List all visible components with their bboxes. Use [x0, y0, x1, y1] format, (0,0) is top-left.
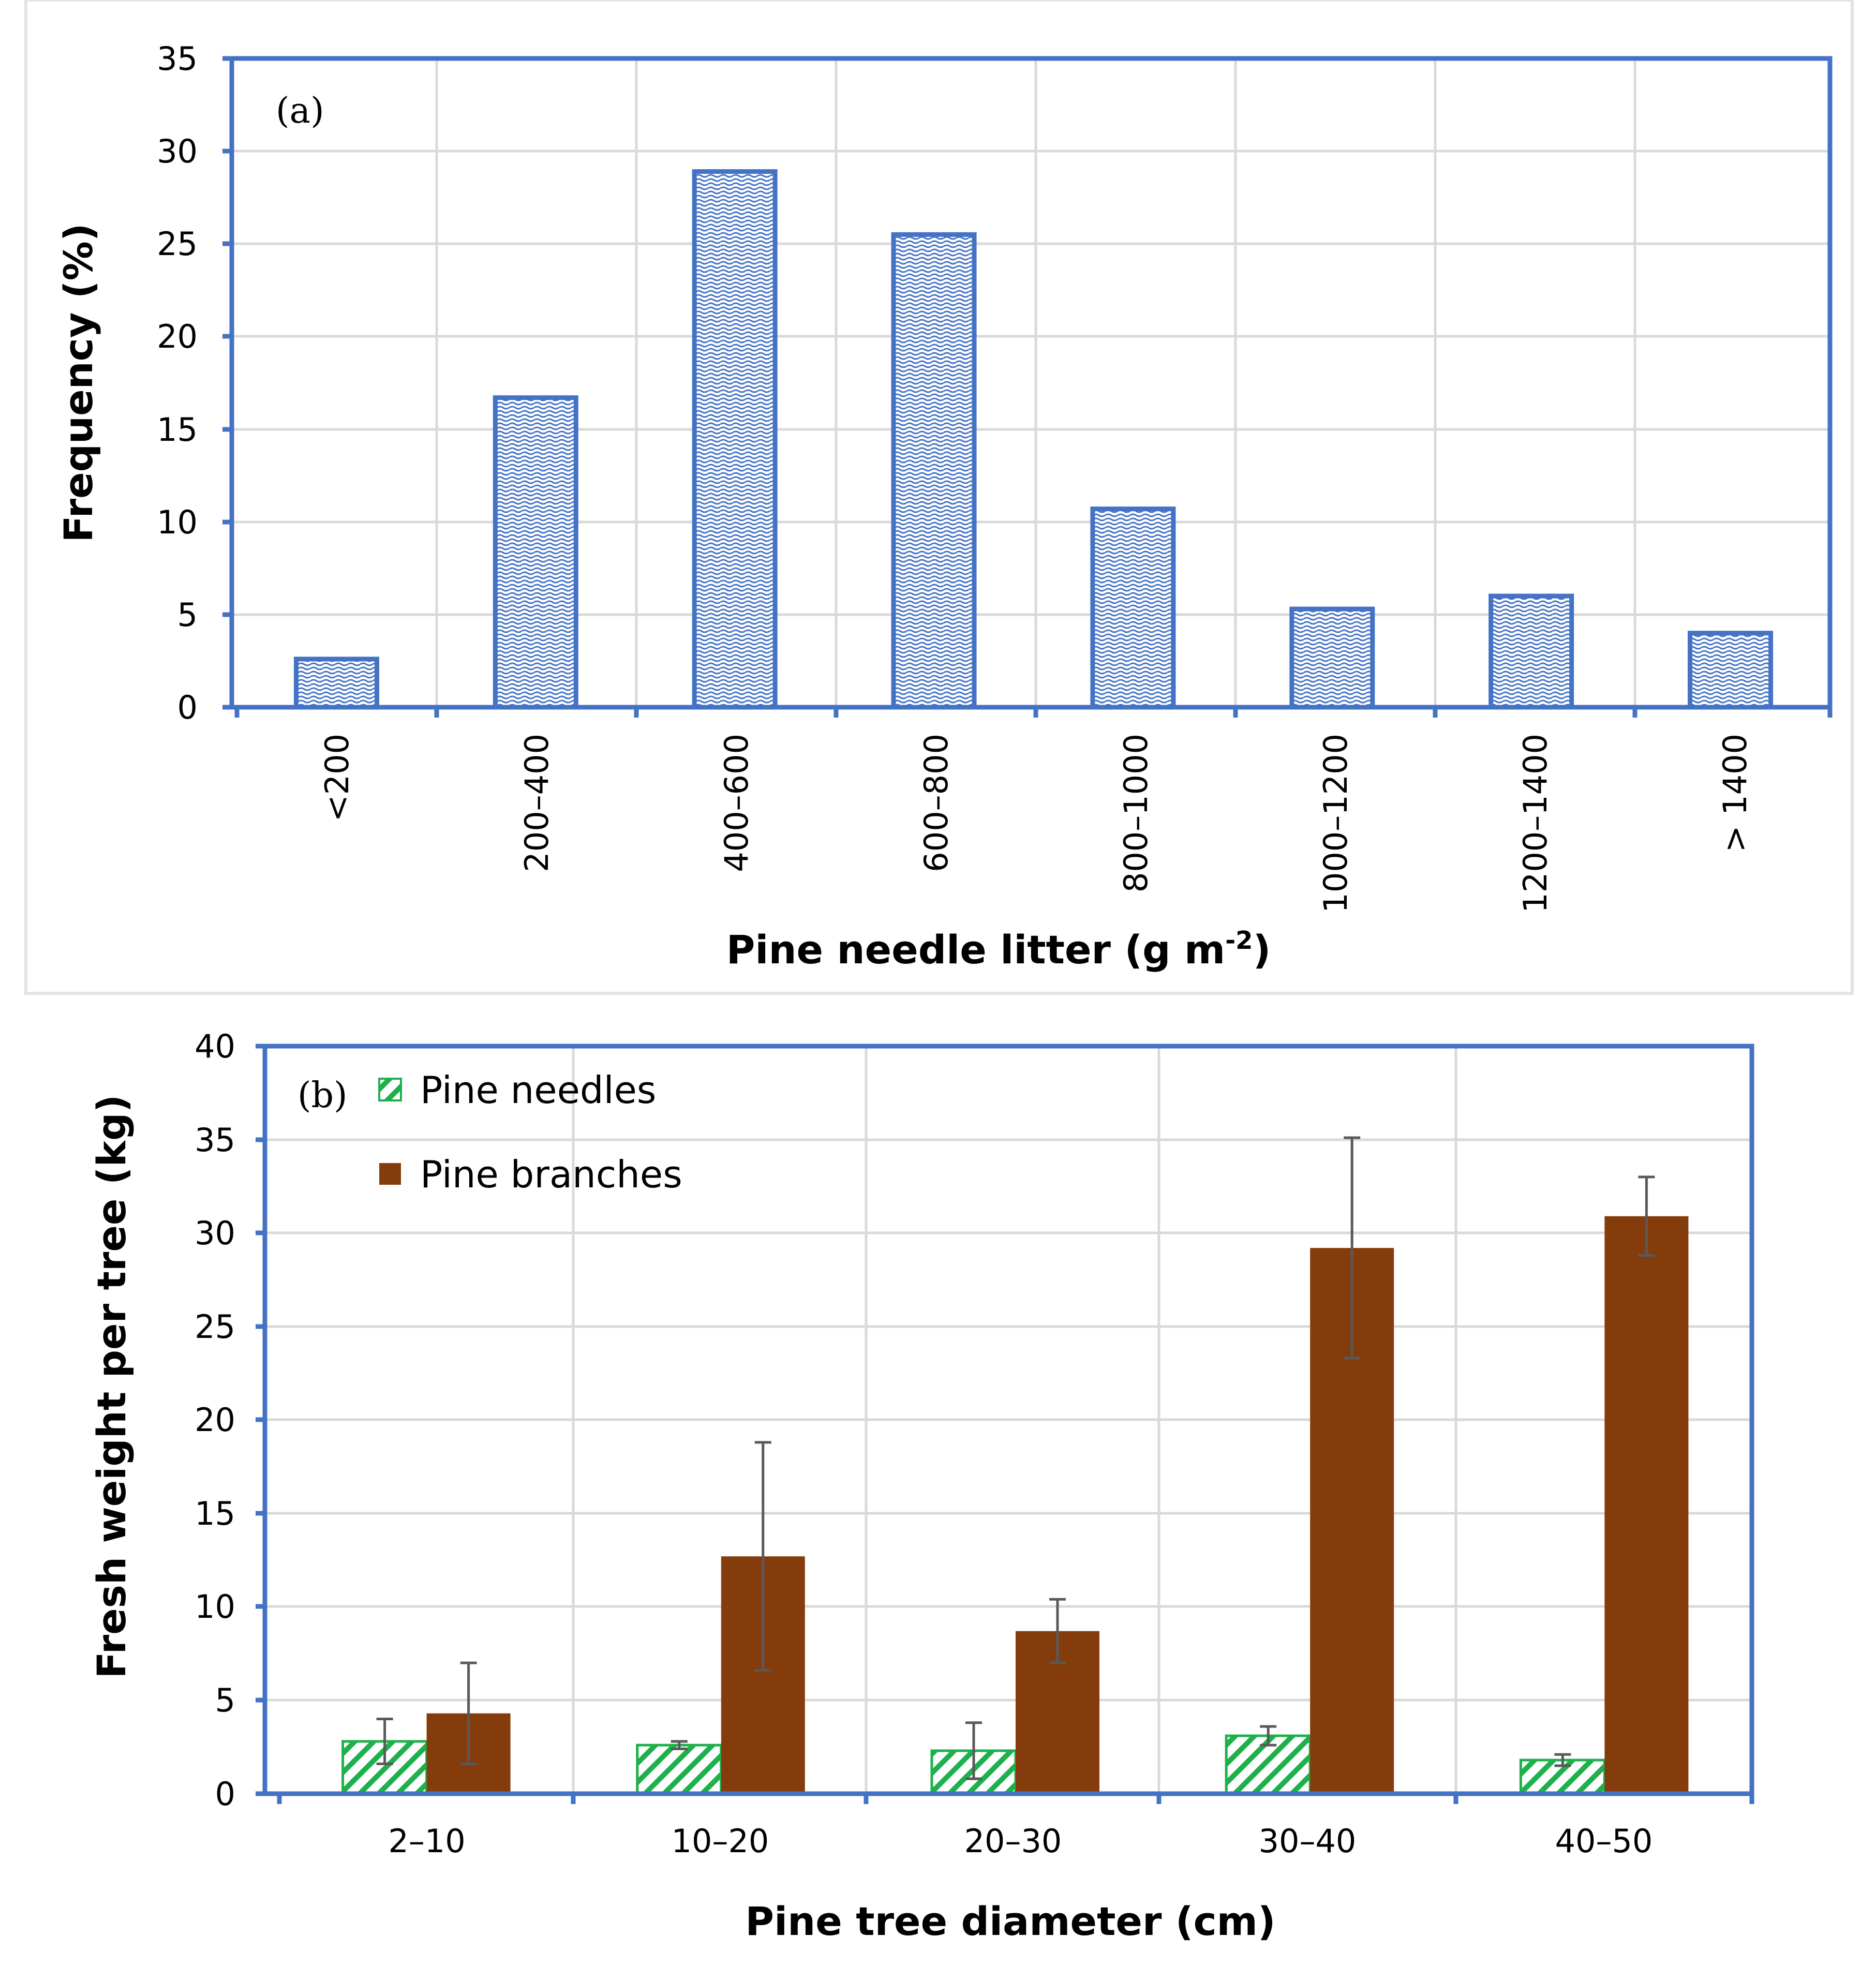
- b-ytick-label: 0: [215, 1775, 235, 1813]
- errorbar-branches-4: [1638, 1175, 1655, 1257]
- panel-b-axis-ticks: [256, 1044, 1754, 1804]
- a-xtick-label: 200–400: [518, 734, 556, 872]
- errorbar-needles-2: [965, 1721, 982, 1780]
- errorbar-needles-3: [1260, 1725, 1277, 1747]
- bar-a-2: [692, 169, 778, 710]
- b-ytick-label: 5: [215, 1681, 235, 1719]
- panel-a-x-tick-labels: <200 200–400 400–600 600–800 800–1000 10…: [318, 734, 1754, 913]
- b-ytick-label: 40: [195, 1027, 235, 1065]
- panel-a: 0 5 10 15 20 25 30 35 <200 200–400 400–6…: [55, 40, 1833, 973]
- bar-branches-4: [1604, 1216, 1689, 1794]
- panel-b-y-axis-title: Fresh weight per tree (kg): [88, 1095, 135, 1679]
- a-xlabel-close: ): [1253, 927, 1271, 973]
- a-ytick-label: 10: [157, 503, 198, 541]
- b-xtick-label: 40–50: [1555, 1822, 1653, 1860]
- legend-label-pine-needles: Pine needles: [420, 1068, 656, 1112]
- bar-needles-1: [636, 1744, 723, 1795]
- errorbar-needles-1: [671, 1740, 688, 1750]
- b-ytick-label: 10: [195, 1588, 235, 1626]
- legend-swatch-pine-needles: [378, 1078, 402, 1101]
- bar-a-1: [493, 395, 578, 710]
- panel-b-label: (b): [297, 1075, 348, 1116]
- a-xtick-label: <200: [318, 734, 356, 822]
- panel-a-plot-frame: [229, 56, 1833, 710]
- legend-swatch-pine-branches: [379, 1163, 401, 1185]
- a-xlabel-main: Pine needle litter (g m: [726, 927, 1226, 973]
- bar-a-5: [1289, 606, 1375, 710]
- b-xtick-label: 30–40: [1259, 1822, 1357, 1860]
- panel-a-gridlines: [232, 58, 1830, 707]
- a-xtick-label: 600–800: [917, 734, 955, 872]
- b-ytick-label: 25: [195, 1308, 235, 1346]
- bar-a-3: [891, 232, 977, 710]
- b-xtick-label: 10–20: [672, 1822, 769, 1860]
- b-xtick-label: 2–10: [388, 1822, 465, 1860]
- b-ytick-label: 30: [195, 1214, 235, 1252]
- a-xtick-label: 400–600: [718, 734, 755, 872]
- b-xtick-label: 20–30: [964, 1822, 1062, 1860]
- panel-a-axis-ticks: [222, 56, 1833, 718]
- panel-b-legend: Pine needles Pine branches: [378, 1068, 682, 1196]
- bar-a-6: [1488, 593, 1574, 710]
- bar-a-4: [1090, 507, 1176, 710]
- bar-a-7: [1688, 631, 1774, 710]
- a-ytick-label: 20: [157, 318, 198, 355]
- panel-b-gridlines: [265, 1046, 1752, 1794]
- bar-a-0: [293, 657, 379, 710]
- a-ytick-label: 35: [157, 40, 198, 78]
- a-xtick-label: 800–1000: [1117, 734, 1155, 892]
- panel-a-bars: [293, 169, 1774, 710]
- panel-b-x-tick-labels: 2–10 10–20 20–30 30–40 40–50: [388, 1822, 1652, 1860]
- errorbar-needles-0: [376, 1718, 393, 1765]
- a-ytick-label: 30: [157, 132, 198, 170]
- panel-a-label: (a): [276, 91, 324, 131]
- errorbar-branches-2: [1049, 1598, 1066, 1664]
- panel-a-y-axis-title: Frequency (%): [55, 224, 101, 543]
- panel-a-y-tick-labels: 0 5 10 15 20 25 30 35: [157, 40, 198, 726]
- legend-label-pine-branches: Pine branches: [420, 1153, 682, 1196]
- panel-a-outer-frame: [24, 0, 1854, 995]
- panel-b: 0 5 10 15 20 25 30 35 40 2–10 10–20 20–3…: [88, 1027, 1754, 1944]
- panel-b-bars: [341, 1136, 1689, 1795]
- errorbar-branches-0: [460, 1661, 477, 1765]
- panel-a-x-axis-title: Pine needle litter (g m-2): [726, 926, 1271, 973]
- a-xtick-label: 1000–1200: [1317, 734, 1354, 913]
- a-ytick-label: 0: [177, 689, 198, 726]
- a-xlabel-superscript: -2: [1225, 926, 1253, 955]
- a-xtick-label: > 1400: [1716, 734, 1754, 852]
- a-ytick-label: 15: [157, 411, 198, 449]
- a-ytick-label: 25: [157, 225, 198, 263]
- errorbar-branches-3: [1344, 1136, 1361, 1360]
- errorbar-branches-1: [754, 1441, 771, 1672]
- b-ytick-label: 15: [195, 1495, 235, 1532]
- b-ytick-label: 20: [195, 1401, 235, 1439]
- panel-b-x-axis-title: Pine tree diameter (cm): [745, 1898, 1275, 1944]
- panel-b-y-tick-labels: 0 5 10 15 20 25 30 35 40: [195, 1027, 235, 1813]
- a-xtick-label: 1200–1400: [1516, 734, 1554, 913]
- a-ytick-label: 5: [177, 596, 198, 634]
- b-ytick-label: 35: [195, 1121, 235, 1159]
- errorbar-needles-4: [1554, 1753, 1571, 1767]
